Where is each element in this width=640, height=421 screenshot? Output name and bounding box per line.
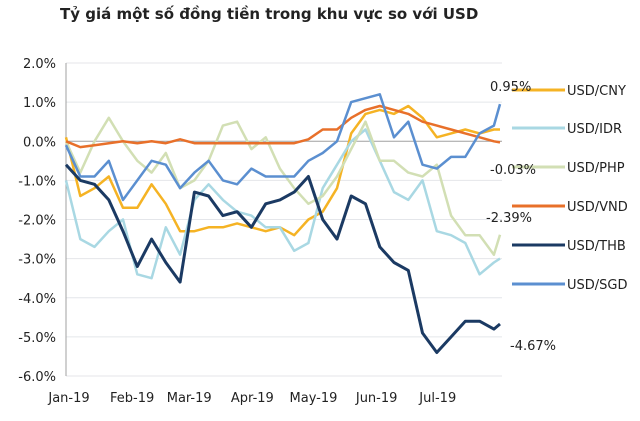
end-value-label: -4.67%	[510, 339, 556, 354]
end-value-label: -0.03%	[490, 163, 536, 178]
y-tick-label: -3.0%	[18, 253, 56, 268]
y-tick-label: -1.0%	[18, 174, 56, 189]
y-tick-label: -6.0%	[18, 370, 56, 385]
x-tick-label: Feb-19	[110, 391, 154, 406]
y-tick-label: 0.0%	[23, 135, 56, 150]
y-tick-label: 1.0%	[23, 96, 56, 111]
x-tick-label: May-19	[290, 391, 338, 406]
y-tick-label: -5.0%	[18, 331, 56, 346]
y-tick-label: 2.0%	[23, 57, 56, 72]
series-line-usd-sgd	[64, 93, 502, 202]
legend-label: USD/IDR	[567, 122, 622, 137]
series-line-usd-vnd	[65, 104, 501, 149]
end-value-label: 0.95%	[490, 80, 531, 95]
x-tick-label: Jan-19	[47, 391, 89, 406]
legend-label: USD/PHP	[567, 161, 625, 176]
legend-label: USD/CNY	[567, 84, 626, 99]
x-tick-label: Mar-19	[167, 391, 212, 406]
legend-label: USD/THB	[567, 239, 626, 254]
x-tick-label: Jul-19	[418, 391, 456, 406]
end-value-label: -2.39%	[486, 211, 532, 226]
y-tick-label: -4.0%	[18, 292, 56, 307]
x-tick-label: Jun-19	[355, 391, 398, 406]
series-line-usd-idr	[64, 128, 501, 280]
x-tick-label: Apr-19	[231, 391, 274, 406]
series-line-usd-cny	[64, 104, 500, 237]
legend-label: USD/VND	[567, 200, 628, 215]
y-tick-label: -2.0%	[18, 214, 56, 229]
chart-title: Tỷ giá một số đồng tiền trong khu vực so…	[60, 4, 478, 23]
series-line-usd-thb	[64, 163, 501, 354]
legend-label: USD/SGD	[567, 278, 628, 293]
